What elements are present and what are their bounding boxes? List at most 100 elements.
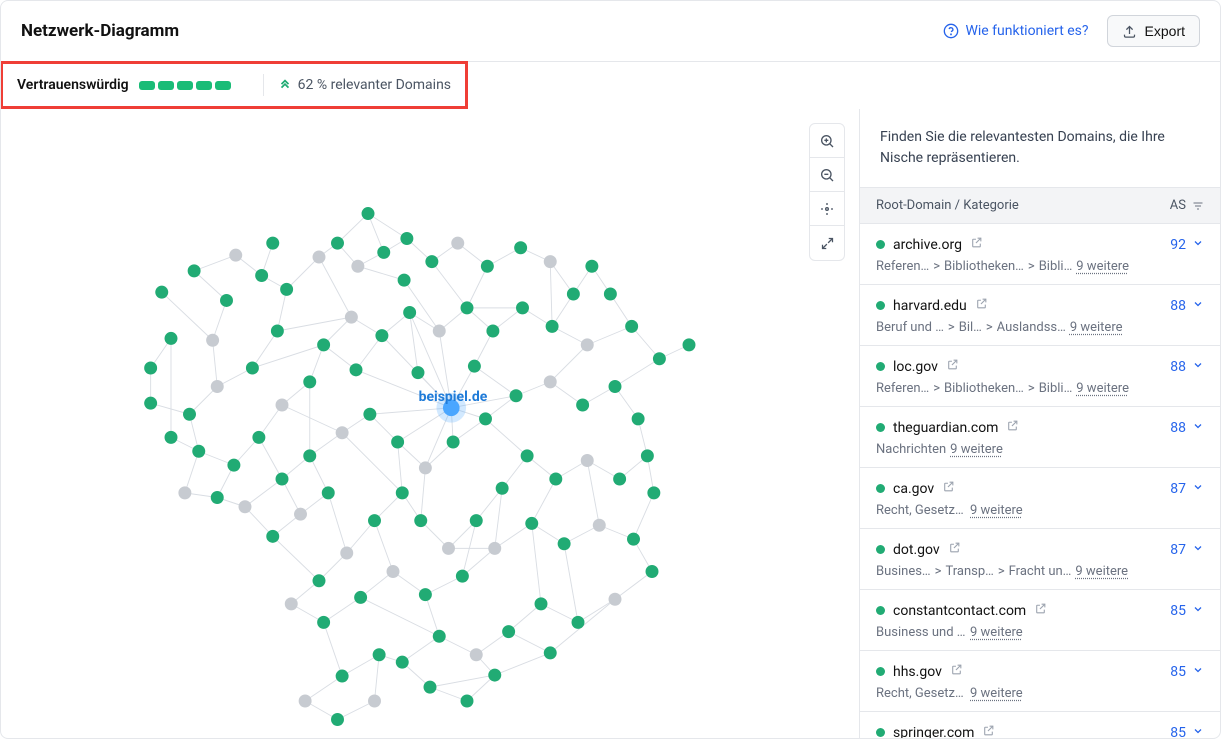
external-link-icon[interactable] <box>948 541 961 558</box>
graph-node[interactable] <box>419 461 432 474</box>
graph-node[interactable] <box>398 274 411 287</box>
graph-node[interactable] <box>391 436 404 449</box>
col-as-header[interactable]: AS <box>1170 198 1204 213</box>
graph-node[interactable] <box>604 288 617 301</box>
graph-node[interactable] <box>266 530 279 543</box>
graph-node[interactable] <box>188 264 201 277</box>
graph-node[interactable] <box>479 412 492 425</box>
domain-row[interactable]: loc.gov88Referen…>Bibliotheken…>Bibli… 9… <box>860 346 1220 407</box>
graph-node[interactable] <box>303 449 316 462</box>
graph-node[interactable] <box>609 593 622 606</box>
graph-node[interactable] <box>400 232 413 245</box>
more-categories-link[interactable]: 9 weitere <box>1075 564 1128 579</box>
graph-node[interactable] <box>229 249 242 262</box>
graph-node[interactable] <box>613 473 626 486</box>
center-node[interactable] <box>443 399 460 416</box>
graph-node[interactable] <box>331 713 344 726</box>
graph-node[interactable] <box>165 332 178 345</box>
chevron-down-icon[interactable] <box>1192 664 1204 680</box>
graph-node[interactable] <box>350 363 363 376</box>
fullscreen-button[interactable] <box>810 226 844 260</box>
graph-node[interactable] <box>165 431 178 444</box>
more-categories-link[interactable]: 9 weitere <box>1076 381 1129 396</box>
graph-node[interactable] <box>317 338 330 351</box>
graph-node[interactable] <box>403 306 416 319</box>
graph-node[interactable] <box>516 301 529 314</box>
graph-node[interactable] <box>627 533 640 546</box>
graph-node[interactable] <box>246 362 259 375</box>
graph-node[interactable] <box>572 616 585 629</box>
graph-node[interactable] <box>549 473 562 486</box>
domain-row[interactable]: constantcontact.com85Business und Indust… <box>860 590 1220 651</box>
domain-name[interactable]: theguardian.com <box>893 420 998 436</box>
graph-node[interactable] <box>581 338 594 351</box>
graph-node[interactable] <box>558 537 571 550</box>
graph-node[interactable] <box>451 237 464 250</box>
chevron-down-icon[interactable] <box>1192 725 1204 739</box>
domain-row[interactable]: dot.gov87Busines…>Transp…>Fracht un… 9 w… <box>860 529 1220 590</box>
graph-node[interactable] <box>183 408 196 421</box>
graph-node[interactable] <box>433 325 446 338</box>
external-link-icon[interactable] <box>950 663 963 680</box>
external-link-icon[interactable] <box>1006 419 1019 436</box>
domain-list[interactable]: archive.org92Referen…>Bibliotheken…>Bibl… <box>860 224 1220 738</box>
graph-node[interactable] <box>414 514 427 527</box>
graph-node[interactable] <box>266 237 279 250</box>
graph-node[interactable] <box>461 301 474 314</box>
graph-node[interactable] <box>567 288 580 301</box>
graph-node[interactable] <box>331 237 344 250</box>
graph-node[interactable] <box>653 352 666 365</box>
graph-node[interactable] <box>625 320 638 333</box>
domain-row[interactable]: springer.com85 <box>860 712 1220 738</box>
graph-node[interactable] <box>544 375 557 388</box>
graph-node[interactable] <box>280 283 293 296</box>
graph-node[interactable] <box>544 646 557 659</box>
graph-node[interactable] <box>425 255 438 268</box>
graph-node[interactable] <box>525 517 538 530</box>
external-link-icon[interactable] <box>982 724 995 738</box>
graph-node[interactable] <box>155 286 168 299</box>
chevron-down-icon[interactable] <box>1192 481 1204 497</box>
graph-node[interactable] <box>368 514 381 527</box>
graph-node[interactable] <box>313 574 326 587</box>
graph-node[interactable] <box>442 542 455 555</box>
graph-node[interactable] <box>646 565 659 578</box>
col-domain-header[interactable]: Root-Domain / Kategorie <box>876 198 1019 213</box>
graph-node[interactable] <box>144 397 157 410</box>
external-link-icon[interactable] <box>970 236 983 253</box>
graph-node[interactable] <box>641 449 654 462</box>
graph-node[interactable] <box>322 486 335 499</box>
help-link[interactable]: Wie funktioniert es? <box>943 23 1088 39</box>
graph-node[interactable] <box>424 681 437 694</box>
graph-node[interactable] <box>468 360 481 373</box>
graph-node[interactable] <box>544 255 557 268</box>
chevron-down-icon[interactable] <box>1192 298 1204 314</box>
domain-row[interactable]: ca.gov87Recht, Gesetz und Behörden 9 wei… <box>860 468 1220 529</box>
graph-node[interactable] <box>271 325 284 338</box>
graph-node[interactable] <box>285 597 298 610</box>
graph-node[interactable] <box>144 362 157 375</box>
graph-node[interactable] <box>585 260 598 273</box>
graph-node[interactable] <box>576 399 589 412</box>
graph-node[interactable] <box>363 408 376 421</box>
external-link-icon[interactable] <box>975 297 988 314</box>
graph-node[interactable] <box>470 648 483 661</box>
more-categories-link[interactable]: 9 weitere <box>970 503 1023 518</box>
graph-node[interactable] <box>546 320 559 333</box>
graph-node[interactable] <box>486 325 499 338</box>
graph-node[interactable] <box>387 565 400 578</box>
external-link-icon[interactable] <box>1034 602 1047 619</box>
domain-name[interactable]: springer.com <box>893 725 974 739</box>
graph-node[interactable] <box>496 482 509 495</box>
domain-row[interactable]: harvard.edu88Beruf und …>Bil…>Auslandss…… <box>860 285 1220 346</box>
graph-node[interactable] <box>317 616 330 629</box>
graph-node[interactable] <box>340 547 353 560</box>
graph-node[interactable] <box>419 588 432 601</box>
domain-name[interactable]: dot.gov <box>893 542 940 558</box>
graph-node[interactable] <box>192 445 205 458</box>
graph-node[interactable] <box>362 207 375 220</box>
chevron-down-icon[interactable] <box>1192 542 1204 558</box>
graph-node[interactable] <box>488 669 501 682</box>
external-link-icon[interactable] <box>946 358 959 375</box>
graph-node[interactable] <box>375 329 388 342</box>
